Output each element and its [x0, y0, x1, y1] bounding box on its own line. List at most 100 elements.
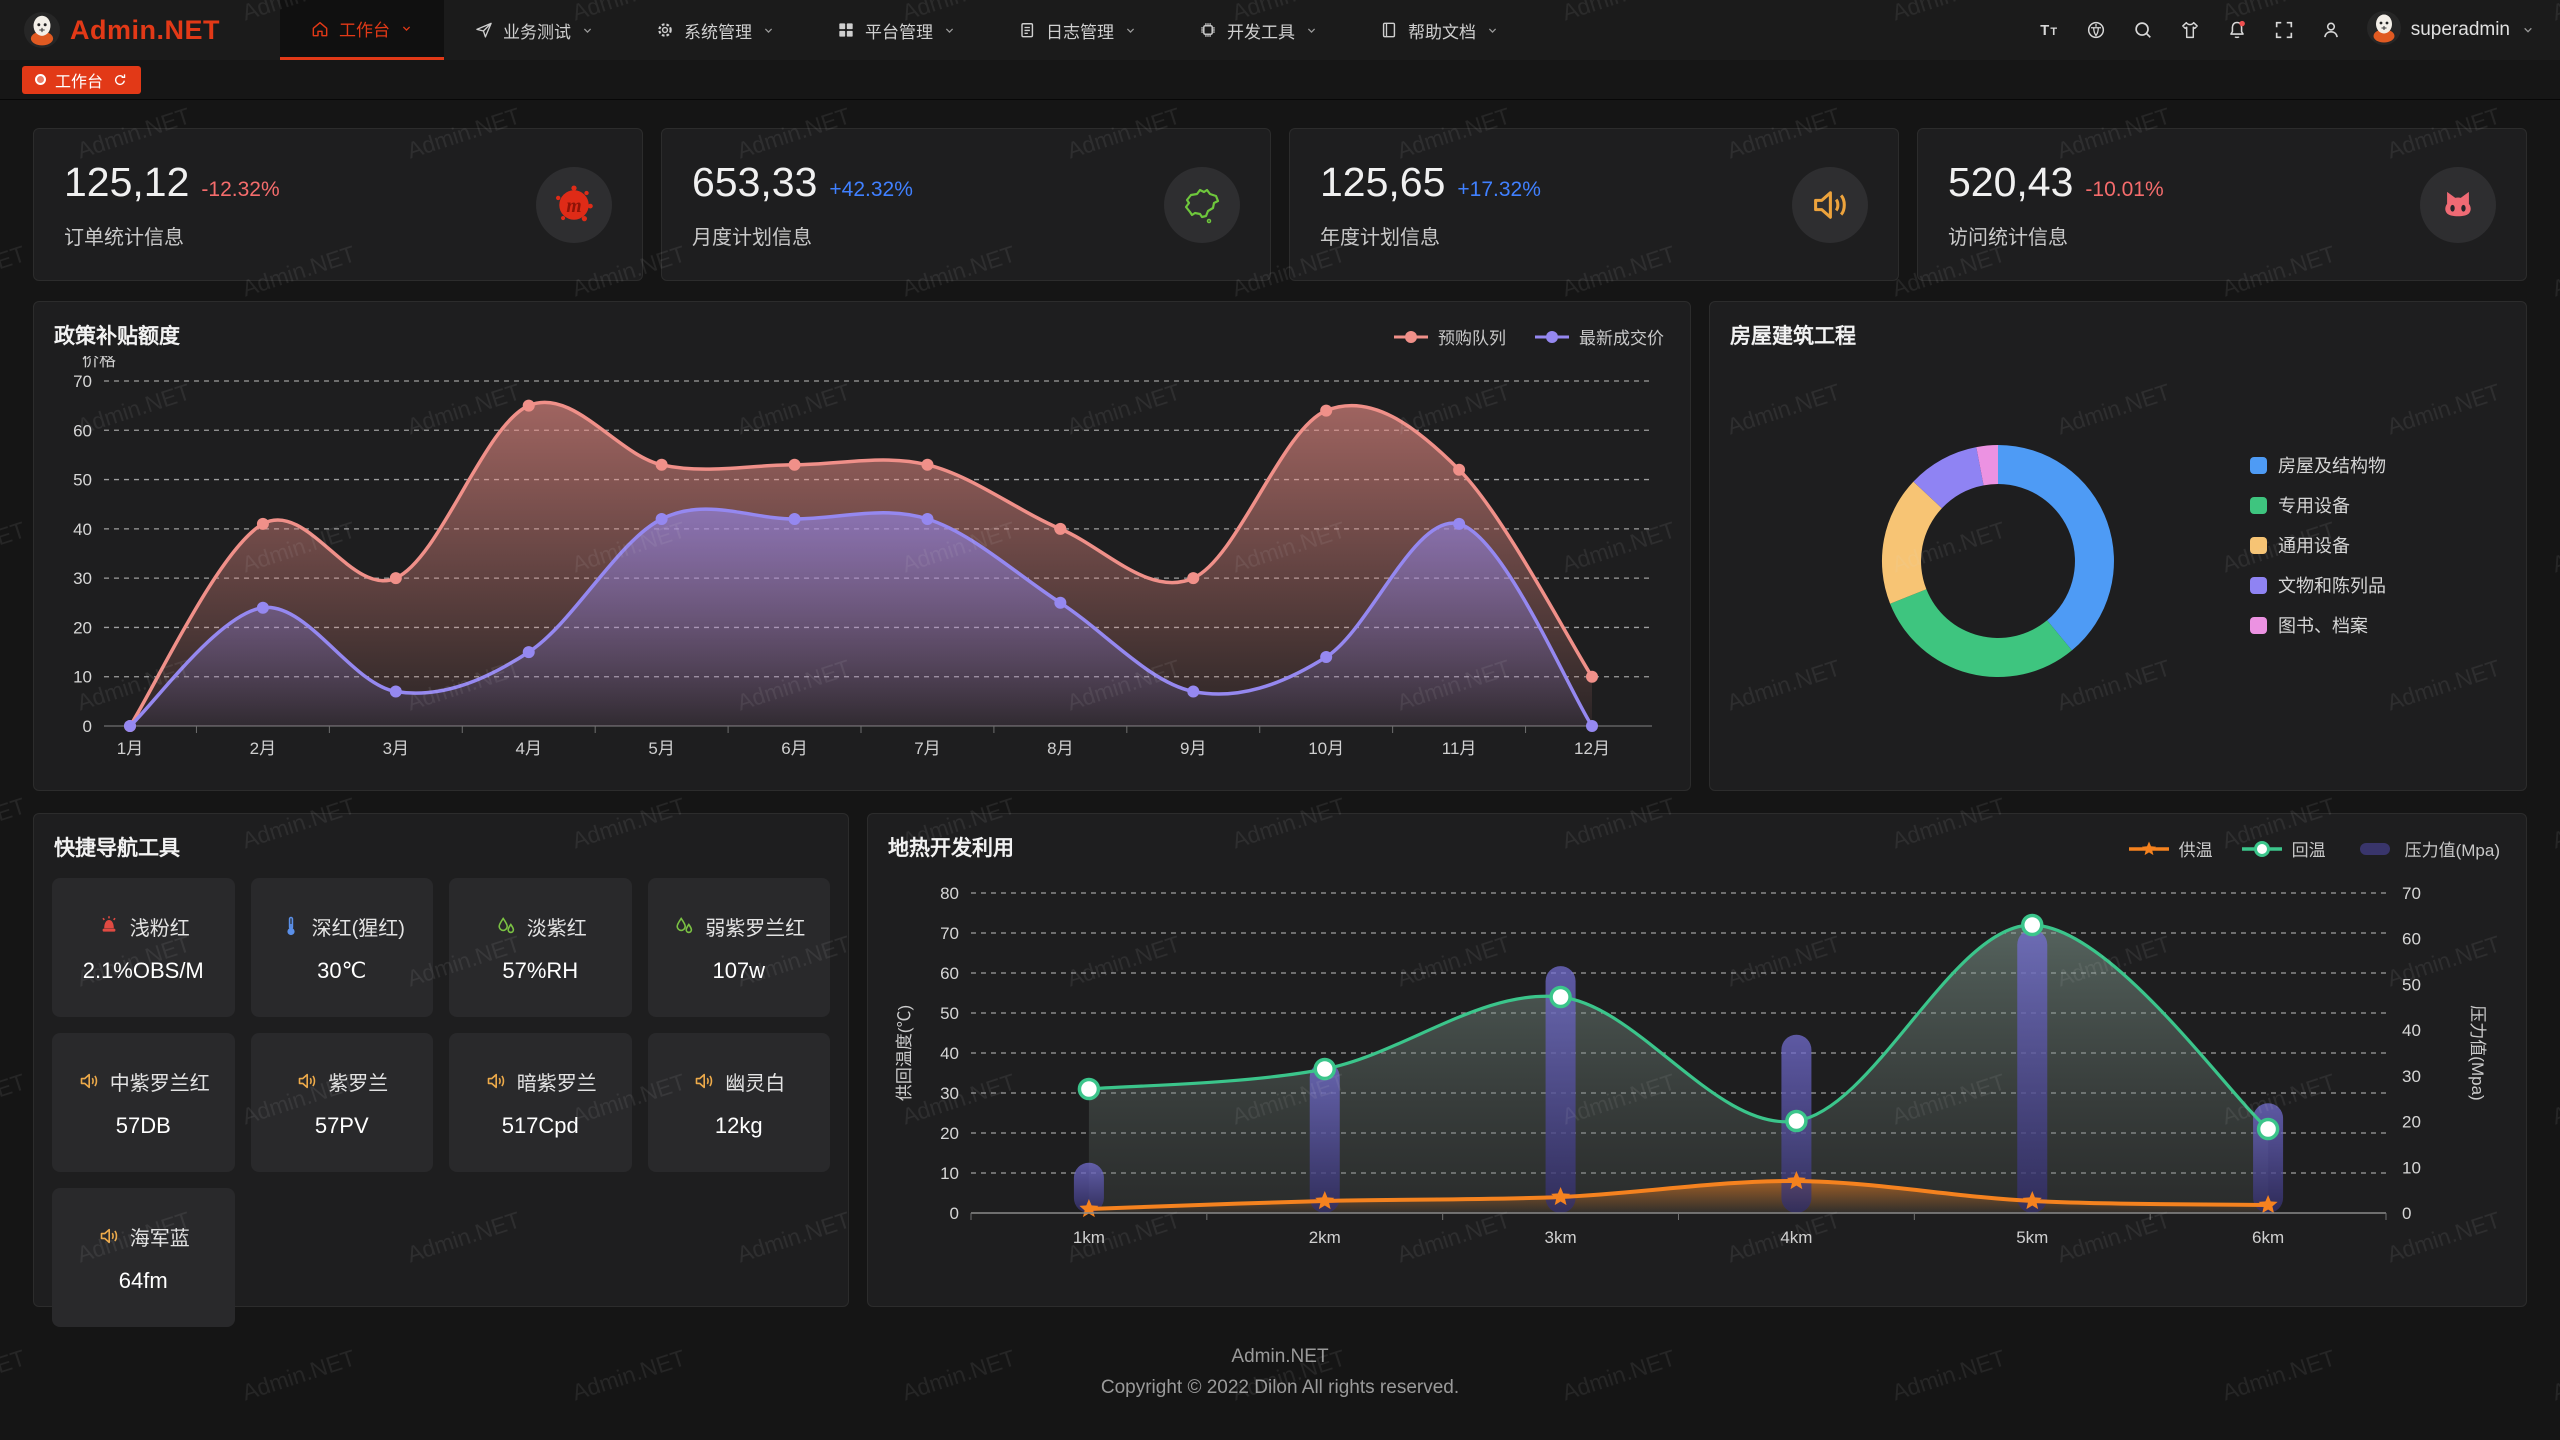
chevron-down-icon [764, 27, 773, 33]
tab-label: 工作台 [55, 73, 104, 91]
bell-icon[interactable] [2226, 19, 2248, 41]
quick-nav-value: 2.1%OBS/M [82, 957, 204, 983]
svg-text:1月: 1月 [117, 739, 143, 758]
quick-nav-item-6[interactable]: 紫罗兰 57PV [250, 1033, 433, 1172]
svg-text:50: 50 [73, 471, 92, 490]
legend-chip-icon [2250, 576, 2267, 594]
svg-text:4月: 4月 [515, 739, 541, 758]
nav-item-label: 业务测试 [503, 22, 571, 42]
chevron-down-icon [1307, 27, 1316, 33]
svg-text:20: 20 [2402, 1113, 2421, 1132]
nav-item-2[interactable]: 业务测试 [444, 0, 625, 60]
quick-nav-item-3[interactable]: 淡紫红 57%RH [449, 878, 632, 1017]
quick-nav-item-5[interactable]: 中紫罗兰红 57DB [52, 1033, 235, 1172]
user-menu[interactable]: superadmin [2366, 10, 2536, 50]
svg-text:10: 10 [73, 668, 92, 687]
chevron-down-icon [945, 27, 954, 33]
legend-item-最新成交价[interactable]: 最新成交价 [1534, 324, 1664, 349]
tab-active-dot-icon [35, 74, 46, 85]
quick-nav-value: 517Cpd [501, 1112, 579, 1138]
legend-chip-icon [2250, 616, 2267, 634]
svg-text:60: 60 [73, 421, 92, 440]
quick-nav-label: 淡紫红 [526, 917, 587, 940]
legend-chip-icon [2250, 536, 2267, 554]
svg-text:压力值(Mpa): 压力值(Mpa) [2468, 1005, 2487, 1100]
chevron-down-icon [1126, 27, 1135, 33]
donut-legend-item-5[interactable]: 图书、档案 [2250, 612, 2386, 638]
search-icon[interactable] [2132, 19, 2154, 41]
legend-item-回温[interactable]: 回温 [2241, 836, 2326, 861]
nav-item-label: 帮助文档 [1408, 22, 1476, 42]
stat-delta: -12.32% [201, 178, 280, 201]
charts-row: 政策补贴额度 预购队列 最新成交价 0 10 20 30 40 50 60 70 价格 1月 2月 3月… [33, 301, 2527, 791]
nav-item-6[interactable]: 开发工具 [1168, 0, 1349, 60]
quick-nav-label: 弱紫罗兰红 [705, 917, 806, 940]
stat-icon-circle: m [536, 166, 612, 243]
nav-item-7[interactable]: 帮助文档 [1349, 0, 1530, 60]
donut-chart-title: 房屋建筑工程 [1730, 325, 1856, 348]
quick-nav-item-9[interactable]: 海军蓝 64fm [52, 1188, 235, 1327]
legend-item-压力值(Mpa)[interactable]: 压力值(Mpa) [2354, 836, 2500, 861]
quick-nav-item-2[interactable]: 深红(猩红) 30℃ [250, 878, 433, 1017]
donut-legend-item-3[interactable]: 通用设备 [2250, 532, 2386, 558]
logo-title: Admin.NET [70, 14, 220, 45]
quick-nav-item-4[interactable]: 弱紫罗兰红 107w [647, 878, 830, 1017]
svg-text:供回温度(℃): 供回温度(℃) [895, 1005, 914, 1101]
workbench-content: 125,12 -12.32% 订单统计信息 m 653,33 +42.32% 月… [0, 100, 2560, 1414]
nav-item-5[interactable]: 日志管理 [987, 0, 1168, 60]
tab-workbench[interactable]: 工作台 [22, 65, 142, 94]
svg-text:70: 70 [940, 924, 959, 943]
quick-nav-item-1[interactable]: 浅粉红 2.1%OBS/M [52, 878, 235, 1017]
donut-legend-item-1[interactable]: 房屋及结构物 [2250, 452, 2386, 478]
svg-text:T: T [2040, 23, 2049, 39]
svg-text:7月: 7月 [914, 739, 940, 758]
quick-nav-label: 海军蓝 [129, 1227, 190, 1250]
main-nav: 工作台 业务测试 系统管理 平台管理 日志管理 开发工具 帮助文档 [280, 0, 1530, 60]
donut-legend-item-4[interactable]: 文物和陈列品 [2250, 572, 2386, 598]
svg-text:2月: 2月 [250, 739, 276, 758]
legend-label: 预购队列 [1438, 329, 1506, 348]
donut-legend-item-2[interactable]: 专用设备 [2250, 492, 2386, 518]
legend-item-预购队列[interactable]: 预购队列 [1393, 324, 1506, 349]
language-icon[interactable] [2085, 19, 2107, 41]
quick-nav-label: 紫罗兰 [328, 1072, 389, 1095]
logo[interactable]: Admin.NET [24, 12, 280, 48]
stat-text: 125,65 +17.32% 年度计划信息 [1320, 159, 1541, 250]
stat-label: 年度计划信息 [1320, 227, 1440, 249]
svg-text:6km: 6km [2252, 1228, 2284, 1247]
svg-text:3月: 3月 [383, 739, 409, 758]
policy-chart-legend: 预购队列 最新成交价 [1393, 324, 1664, 349]
theme-icon [2181, 21, 2198, 39]
humidity-icon [676, 917, 693, 934]
nav-item-3[interactable]: 系统管理 [625, 0, 806, 60]
send-icon [476, 22, 492, 38]
quick-nav-label: 幽灵白 [725, 1072, 786, 1095]
china-map-icon [1184, 188, 1220, 223]
quick-nav-item-7[interactable]: 暗紫罗兰 517Cpd [449, 1033, 632, 1172]
quick-nav-value: 107w [712, 957, 766, 983]
geo-chart-title: 地热开发利用 [888, 837, 1014, 860]
refresh-icon[interactable] [112, 72, 128, 88]
fullscreen-icon[interactable] [2273, 19, 2295, 41]
svg-text:9月: 9月 [1180, 739, 1206, 758]
speaker-icon [298, 1073, 316, 1089]
svg-text:10: 10 [940, 1164, 959, 1183]
legend-item-供温[interactable]: 供温 [2128, 836, 2213, 861]
theme-icon[interactable] [2179, 19, 2201, 41]
chevron-down-icon [2524, 27, 2532, 33]
quick-nav-value: 64fm [118, 1267, 168, 1293]
stat-card-4: 520,43 -10.01% 访问统计信息 [1917, 128, 2527, 281]
legend-label: 回温 [2291, 841, 2326, 860]
nav-item-1[interactable]: 工作台 [280, 0, 444, 60]
user-icon[interactable] [2320, 19, 2342, 41]
stat-label: 订单统计信息 [64, 227, 184, 249]
stat-value: 125,12 [64, 159, 190, 205]
legend-marker-icon [2128, 841, 2169, 855]
speaker-icon [487, 1073, 504, 1089]
svg-text:10月: 10月 [1308, 739, 1344, 758]
nav-item-4[interactable]: 平台管理 [806, 0, 987, 60]
svg-text:6月: 6月 [781, 739, 807, 758]
svg-text:80: 80 [940, 884, 959, 903]
quick-nav-item-8[interactable]: 幽灵白 12kg [647, 1033, 830, 1172]
